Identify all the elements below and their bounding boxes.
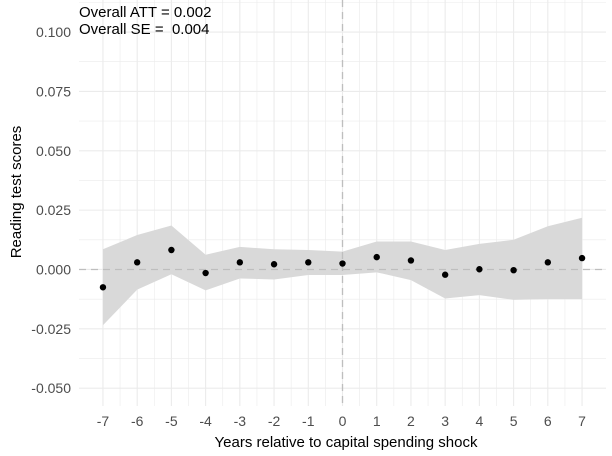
point-estimate	[407, 257, 415, 264]
point-estimate	[133, 259, 141, 266]
x-tick-label: 4	[475, 413, 483, 429]
y-tick-label: 0.050	[36, 143, 71, 159]
point-estimate	[270, 261, 278, 268]
x-tick-label: -1	[302, 413, 315, 429]
x-tick-label: -3	[234, 413, 247, 429]
x-tick-label: -6	[131, 413, 144, 429]
y-tick-label: 0.025	[36, 202, 71, 218]
point-estimate	[305, 259, 312, 266]
overall-se-annotation: Overall SE = 0.004	[79, 21, 210, 38]
x-tick-label: -7	[97, 413, 110, 429]
x-tick-label: 2	[407, 413, 415, 429]
x-tick-label: 3	[441, 413, 449, 429]
x-axis-ticks: -7 -6 -5 -4 -3 -2 -1 0 1 2 3 4 5 6 7	[97, 413, 586, 429]
point-estimate	[510, 266, 517, 274]
point-estimate	[441, 271, 449, 278]
y-tick-label: 0.075	[36, 83, 71, 99]
point-estimate	[339, 260, 346, 267]
x-tick-label: 6	[544, 413, 552, 429]
x-tick-label: -4	[199, 413, 212, 429]
y-tick-label: 0.100	[36, 24, 71, 40]
x-tick-label: 0	[339, 413, 347, 429]
point-estimate	[476, 266, 483, 273]
y-axis-ticks: -0.050 -0.025 0.000 0.025 0.050 0.075 0.100	[31, 24, 71, 396]
x-tick-label: -2	[268, 413, 281, 429]
overall-att-annotation: Overall ATT = 0.002	[79, 4, 212, 21]
point-estimate	[168, 246, 175, 254]
point-estimate	[99, 284, 107, 291]
point-estimates	[99, 246, 586, 291]
grid-lines	[79, 0, 606, 406]
y-axis-title: Reading test scores	[8, 126, 25, 259]
x-tick-label: 5	[510, 413, 518, 429]
y-tick-label: -0.050	[31, 380, 71, 396]
confidence-band	[102, 217, 583, 326]
x-tick-label: 7	[578, 413, 586, 429]
x-tick-label: 1	[373, 413, 381, 429]
point-estimate	[373, 253, 380, 261]
point-estimate	[236, 259, 244, 266]
y-tick-label: 0.000	[36, 261, 71, 277]
x-axis-title: Years relative to capital spending shock	[215, 434, 478, 451]
point-estimate	[202, 269, 209, 277]
y-tick-label: -0.025	[31, 321, 71, 337]
point-estimate	[578, 254, 586, 262]
x-tick-label: -5	[165, 413, 178, 429]
point-estimate	[544, 259, 552, 266]
